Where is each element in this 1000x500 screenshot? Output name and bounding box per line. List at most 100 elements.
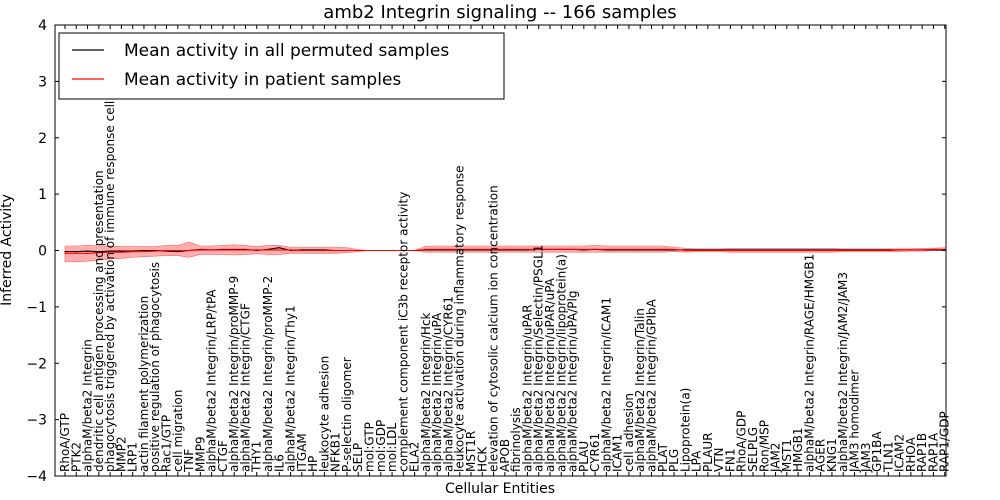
series-line-permuted-point — [278, 247, 280, 249]
series-line-patient-point — [628, 248, 630, 250]
category-label: positive regulation of phagocytosis — [148, 262, 162, 472]
series-line-patient-point — [718, 249, 720, 252]
category-label: Lipoprotein(a) — [678, 388, 692, 472]
series-line-patient-point — [278, 249, 280, 251]
category-label: alphaM/beta2 Integrin/proMMP-2 — [261, 276, 275, 472]
series-line-patient-point — [910, 249, 912, 251]
series-line-permuted-point — [120, 250, 122, 252]
category-label: CTGF — [216, 440, 230, 472]
category-label: KNG1 — [825, 438, 839, 472]
category-label: HCK — [475, 446, 489, 472]
series-line-patient-point — [211, 249, 213, 251]
series-line-patient-point — [684, 249, 686, 252]
series-line-patient-point — [109, 251, 111, 253]
category-label: FN1 — [723, 448, 737, 472]
series-line-patient-point — [459, 248, 461, 250]
series-line-patient-point — [233, 249, 235, 251]
series-line-patient-point — [932, 248, 935, 250]
category-label: complement component iC3b receptor activ… — [396, 192, 410, 472]
series-line-patient-point — [86, 252, 89, 254]
category-label: fibrinolysis — [509, 407, 523, 472]
y-tick-label: 1 — [38, 187, 47, 203]
category-label: mol:GTP — [363, 422, 377, 472]
chart-title: amb2 Integrin signaling -- 166 samples — [323, 2, 676, 23]
series-line-patient-point — [267, 249, 269, 251]
category-label: THY1 — [250, 441, 264, 473]
y-tick-label: −2 — [26, 356, 47, 372]
category-label: alphaM/beta2 Integrin/Talin — [633, 308, 647, 472]
category-label: PLAU — [577, 441, 591, 472]
category-label: alphaM/beta2 Integrin/uPA/Plg — [566, 291, 580, 472]
series-line-patient-point — [222, 249, 224, 251]
series-line-permuted-point — [86, 250, 89, 252]
category-label: leukocyte activation during inflammatory… — [453, 165, 467, 472]
category-label: alphaM/beta2 Integrin/CTGF — [239, 303, 253, 472]
series-line-patient-point — [492, 248, 495, 250]
series-line-patient-point — [639, 248, 641, 250]
series-line-patient-point — [301, 249, 303, 252]
series-line-patient-point — [368, 249, 371, 252]
category-label: PLAUR — [701, 432, 715, 472]
series-line-patient-point — [391, 249, 393, 252]
series-line-patient-point — [865, 249, 867, 252]
y-tick-label: 4 — [38, 18, 47, 34]
series-line-patient-point — [876, 249, 878, 252]
series-lines-layer — [64, 247, 946, 254]
category-label: NFKB1 — [329, 432, 343, 472]
y-ticks-layer: −4 −3 −2 −1 0 1 2 3 4 — [26, 18, 946, 485]
category-label: PTK2 — [69, 442, 83, 472]
legend-label-patient: Mean activity in patient samples — [124, 70, 401, 90]
series-line-patient-point — [188, 249, 190, 252]
category-label: MST1 — [780, 439, 794, 472]
series-line-patient-point — [199, 249, 201, 251]
series-line-patient-point — [436, 248, 438, 250]
category-label: alphaM/beta2 Integrin/Thy1 — [284, 305, 298, 472]
category-label: Ron/MSP — [757, 420, 771, 472]
category-label: GP1BA — [870, 431, 884, 472]
category-label: alphaM/beta2 Integrin/uPA — [430, 312, 444, 472]
category-label: alphaM/beta2 Integrin/CYR61 — [442, 296, 456, 472]
category-label: RHOA — [904, 436, 918, 472]
category-label: TLN1 — [881, 441, 895, 473]
category-label: RAP1B — [915, 433, 929, 472]
series-line-patient-point — [177, 249, 179, 252]
category-label: alphaM/beta2 Integrin/LRP/tPA — [205, 289, 219, 472]
category-label: elevation of cytosolic calcium ion conce… — [487, 185, 501, 472]
series-line-patient-point — [729, 249, 732, 252]
category-label: phagocytosis triggered by activation of … — [103, 53, 117, 472]
series-line-patient-point — [763, 249, 765, 252]
series-line-patient-point — [695, 249, 698, 252]
category-label: JAM3 — [859, 442, 873, 473]
series-line-patient-point — [481, 248, 483, 250]
category-label: alphaM/beta2 Integrin/RAGE/HMGB1 — [802, 254, 816, 472]
series-line-patient-point — [549, 248, 551, 250]
series-line-patient-point — [605, 248, 607, 250]
series-line-patient-point — [64, 252, 66, 254]
category-label: RhoA/GDP — [735, 411, 749, 472]
category-label: RhoA/GTP — [58, 413, 72, 472]
series-line-patient-point — [335, 249, 337, 252]
category-label: AGER — [814, 439, 828, 472]
y-tick-label: −4 — [26, 469, 47, 485]
series-line-patient-point — [165, 249, 168, 252]
category-label: MMP2 — [114, 436, 128, 472]
series-line-patient-point — [842, 249, 844, 252]
plot-frame — [54, 24, 947, 477]
category-label: alphaM/beta2 Integrin/lipoprotein(a) — [554, 254, 568, 472]
category-label: MMP9 — [193, 436, 207, 472]
series-line-permuted-point — [64, 251, 66, 253]
series-line-patient-point — [98, 252, 100, 254]
category-label: SELP — [351, 443, 365, 472]
series-line-patient-point — [887, 249, 889, 252]
series-line-permuted-point — [143, 249, 145, 252]
series-line-patient-point — [143, 251, 145, 253]
series-line-patient-point — [774, 249, 777, 252]
series-line-patient-point — [75, 252, 77, 254]
series-line-patient-point — [414, 249, 416, 252]
category-label: JAM2 — [769, 442, 783, 473]
series-line-patient-point — [154, 250, 156, 252]
category-label: HMGB1 — [791, 427, 805, 472]
series-line-patient-point — [752, 249, 754, 252]
category-label: LRP1 — [126, 442, 140, 472]
